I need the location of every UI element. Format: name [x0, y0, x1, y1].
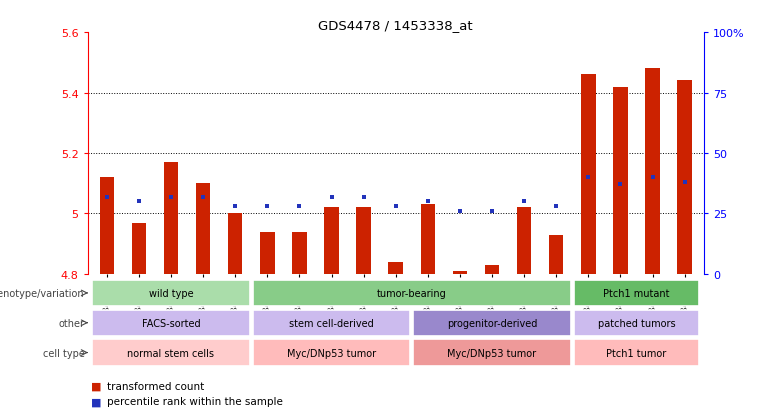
Bar: [421, 205, 435, 274]
Bar: [517, 208, 531, 274]
Bar: [677, 81, 692, 274]
Text: genotype/variation: genotype/variation: [0, 288, 84, 298]
Bar: [92, 339, 250, 366]
Bar: [253, 339, 410, 366]
Text: Ptch1 tumor: Ptch1 tumor: [607, 348, 667, 358]
Text: wild type: wild type: [148, 288, 193, 298]
Text: tumor-bearing: tumor-bearing: [377, 288, 447, 298]
Bar: [92, 280, 250, 306]
Bar: [132, 223, 146, 274]
Text: percentile rank within the sample: percentile rank within the sample: [107, 396, 282, 406]
Bar: [196, 184, 210, 274]
Text: Myc/DNp53 tumor: Myc/DNp53 tumor: [447, 348, 537, 358]
Bar: [292, 232, 307, 274]
Bar: [260, 232, 275, 274]
Text: normal stem cells: normal stem cells: [128, 348, 215, 358]
Bar: [413, 310, 571, 336]
Text: stem cell-derived: stem cell-derived: [289, 318, 374, 328]
Text: cell type: cell type: [43, 348, 84, 358]
Bar: [324, 208, 339, 274]
Bar: [253, 280, 571, 306]
Bar: [613, 87, 628, 274]
Bar: [581, 75, 596, 274]
Text: patched tumors: patched tumors: [597, 318, 675, 328]
Bar: [164, 163, 178, 274]
Text: other: other: [59, 318, 84, 328]
Bar: [356, 208, 371, 274]
Text: ■: ■: [91, 396, 102, 406]
Title: GDS4478 / 1453338_at: GDS4478 / 1453338_at: [318, 19, 473, 32]
Text: transformed count: transformed count: [107, 381, 204, 391]
Bar: [549, 235, 563, 274]
Bar: [453, 271, 467, 274]
Bar: [574, 310, 699, 336]
Bar: [92, 310, 250, 336]
Bar: [574, 280, 699, 306]
Bar: [253, 310, 410, 336]
Text: FACS-sorted: FACS-sorted: [142, 318, 200, 328]
Bar: [389, 262, 403, 274]
Text: progenitor-derived: progenitor-derived: [447, 318, 537, 328]
Text: ■: ■: [91, 381, 102, 391]
Bar: [228, 214, 243, 274]
Bar: [100, 178, 114, 274]
Bar: [413, 339, 571, 366]
Text: Myc/DNp53 tumor: Myc/DNp53 tumor: [287, 348, 376, 358]
Bar: [485, 265, 499, 274]
Bar: [645, 69, 660, 274]
Text: Ptch1 mutant: Ptch1 mutant: [603, 288, 670, 298]
Bar: [574, 339, 699, 366]
